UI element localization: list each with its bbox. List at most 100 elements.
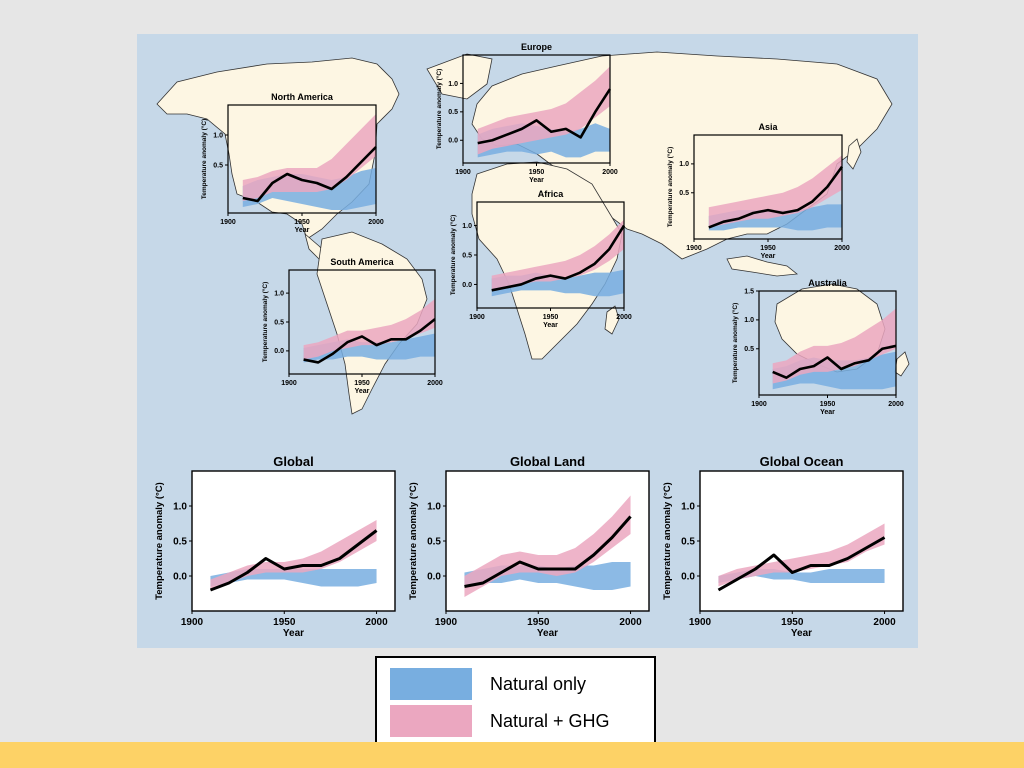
ytick-label-global-ocean: 0.5 — [681, 536, 695, 547]
ytick-label-global: 1.0 — [173, 501, 187, 512]
legend-label-ghg: Natural + GHG — [490, 711, 610, 731]
ytick-label-africa: 1.0 — [462, 223, 472, 230]
title-global: Global — [273, 454, 313, 469]
ylabel-north-america: Temperature anomaly (°C) — [200, 119, 208, 200]
observed-line-global-ocean — [717, 536, 886, 592]
panel-global-land: Global Land 1900 1950 2000 0.0 0.5 1.0 Year Temp… — [408, 454, 650, 639]
observed-line-europe — [477, 88, 612, 145]
title-europe: Europe — [521, 42, 552, 52]
ytick-label-australia: 1.5 — [744, 288, 754, 295]
title-africa: Africa — [538, 189, 565, 199]
xtick-label-global-ocean: 1950 — [781, 617, 804, 628]
madagascar — [604, 305, 620, 335]
ytick-label-global-land: 0.5 — [427, 536, 441, 547]
observed-line-global-land — [464, 515, 632, 588]
title-south-america: South America — [330, 257, 394, 267]
new-zealand — [894, 351, 910, 377]
panel-global-ocean: Global Ocean 1900 1950 2000 0.0 0.5 1.0 Year Tem… — [662, 454, 904, 639]
legend-swatch-natural — [390, 668, 472, 700]
ytick-label-global-ocean: 1.0 — [681, 501, 695, 512]
ytick-label-europe: 0.5 — [448, 109, 458, 116]
band-natural-ghg-africa — [491, 219, 624, 291]
xtick-label-global-ocean: 2000 — [873, 617, 896, 628]
xlabel-europe: Year — [529, 177, 544, 184]
xtick-label-global-land: 1950 — [527, 617, 550, 628]
band-natural-only-south-america — [303, 333, 435, 363]
southeast-asia-islands — [726, 255, 799, 277]
xtick-label-australia: 2000 — [888, 401, 904, 408]
xtick-label-africa: 1950 — [543, 314, 559, 321]
xlabel-south-america: Year — [355, 388, 370, 395]
ylabel-global-land: Temperature anomaly (°C) — [408, 482, 419, 600]
ytick-label-africa: 0.0 — [462, 282, 472, 289]
xtick-label-global-land: 1900 — [435, 617, 458, 628]
xtick-label-north-america: 2000 — [368, 219, 384, 226]
xtick-label-south-america: 1900 — [281, 380, 297, 387]
ytick-label-africa: 0.5 — [462, 252, 472, 259]
xtick-label-global: 1950 — [273, 617, 296, 628]
xtick-label-europe: 2000 — [602, 169, 618, 176]
ylabel-global-ocean: Temperature anomaly (°C) — [662, 482, 673, 600]
panel-north-america: North America 1900 1950 2000 0.5 1.0 Year Tempe… — [200, 92, 384, 234]
xtick-label-asia: 1900 — [686, 245, 702, 252]
ylabel-europe: Temperature anomaly (°C) — [435, 69, 443, 150]
band-natural-ghg-global-ocean — [718, 523, 885, 587]
ytick-label-south-america: 0.5 — [274, 319, 284, 326]
xlabel-global-ocean: Year — [791, 628, 812, 639]
ytick-label-australia: 0.5 — [744, 346, 754, 353]
ylabel-australia: Temperature anomaly (°C) — [731, 303, 739, 384]
xtick-label-africa: 2000 — [616, 314, 632, 321]
panel-africa: Africa 1900 1950 2000 0.0 0.5 1.0 Year Temperatu… — [449, 189, 632, 329]
title-asia: Asia — [758, 122, 778, 132]
xtick-label-asia: 2000 — [834, 245, 850, 252]
band-natural-ghg-global-land — [464, 495, 631, 597]
panel-global: Global 1900 1950 2000 0.0 0.5 1.0 Year Temperatu… — [154, 454, 396, 639]
xlabel-global-land: Year — [537, 628, 558, 639]
greenland — [426, 53, 493, 100]
legend-item-ghg: Natural + GHG — [390, 705, 650, 737]
ytick-label-asia: 0.5 — [679, 190, 689, 197]
legend: Natural only Natural + GHG — [375, 656, 656, 744]
xtick-label-europe: 1900 — [455, 169, 471, 176]
observed-line-asia — [708, 166, 844, 229]
ytick-label-asia: 1.0 — [679, 161, 689, 168]
xtick-label-south-america: 2000 — [427, 380, 443, 387]
title-north-america: North America — [271, 92, 334, 102]
xlabel-africa: Year — [543, 322, 558, 329]
ytick-label-south-america: 0.0 — [274, 348, 284, 355]
footer-bar — [0, 742, 1024, 768]
ytick-label-global-ocean: 0.0 — [681, 571, 695, 582]
ylabel-global: Temperature anomaly (°C) — [154, 482, 165, 600]
xtick-label-north-america: 1900 — [220, 219, 236, 226]
continent-south-america — [316, 231, 428, 415]
xtick-label-australia: 1900 — [751, 401, 767, 408]
band-natural-ghg-global — [210, 520, 377, 590]
observed-line-south-america — [303, 318, 436, 364]
panel-south-america: South America 1900 1950 2000 0.0 0.5 1.0 Year Te… — [261, 257, 443, 395]
title-global-ocean: Global Ocean — [760, 454, 844, 469]
xlabel-global: Year — [283, 628, 304, 639]
title-global-land: Global Land — [510, 454, 585, 469]
ylabel-south-america: Temperature anomaly (°C) — [261, 282, 269, 363]
ytick-label-north-america: 0.5 — [213, 162, 223, 169]
xtick-label-europe: 1950 — [529, 169, 545, 176]
continent-africa — [471, 161, 623, 360]
ytick-label-europe: 1.0 — [448, 81, 458, 88]
ytick-label-global: 0.5 — [173, 536, 187, 547]
legend-item-natural: Natural only — [390, 668, 650, 700]
ytick-label-europe: 0.0 — [448, 138, 458, 145]
legend-label-natural: Natural only — [490, 674, 587, 694]
panel-australia: Australia 1900 1950 2000 0.5 1.0 1.5 Year Temper… — [731, 278, 904, 416]
xlabel-australia: Year — [820, 409, 835, 416]
xtick-label-global: 2000 — [365, 617, 388, 628]
ytick-label-north-america: 1.0 — [213, 132, 223, 139]
xtick-label-africa: 1900 — [469, 314, 485, 321]
japan — [846, 138, 862, 170]
panel-asia: Asia 1900 1950 2000 0.5 1.0 Year Temperature an… — [666, 122, 850, 260]
legend-swatch-ghg — [390, 705, 472, 737]
ytick-label-global: 0.0 — [173, 571, 187, 582]
xlabel-asia: Year — [761, 253, 776, 260]
xtick-label-global: 1900 — [181, 617, 204, 628]
band-natural-ghg-asia — [708, 155, 842, 228]
observed-line-north-america — [242, 146, 377, 203]
